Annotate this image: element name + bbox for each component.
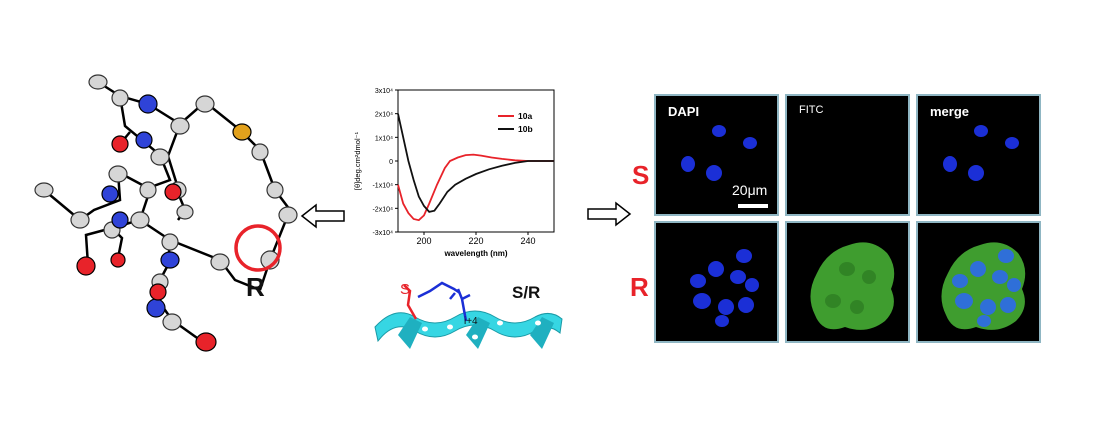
helix-cartoon bbox=[374, 281, 563, 349]
nitrogen-atoms bbox=[101, 94, 180, 318]
scale-bar-label: 20μm bbox=[732, 182, 768, 198]
panel-label-merge: merge bbox=[930, 104, 970, 119]
panel-s-merge: merge bbox=[916, 94, 1041, 216]
cd-plot-area: 3x10⁴ 2x10⁴ 1x10⁴ 0 -1x10⁴ -2x10⁴ -3x10⁴ 200 220… bbox=[353, 88, 555, 258]
row-label-s: S bbox=[632, 160, 650, 190]
stereocenter-highlight-circle bbox=[234, 224, 282, 272]
cd-legend-label: 10a bbox=[518, 111, 532, 121]
helix-i4-label: i+4 bbox=[464, 316, 478, 327]
row-label-r: R bbox=[630, 272, 649, 302]
cd-x-tick-label: 220 bbox=[468, 236, 483, 246]
panel-s-dapi: DAPI 20μm bbox=[654, 94, 779, 216]
cd-x-axis-label: wavelength (nm) bbox=[443, 249, 507, 258]
sulfur-atom bbox=[232, 123, 252, 141]
panel-s-fitc: FITC bbox=[785, 94, 910, 216]
cd-y-tick-label: -3x10⁴ bbox=[372, 230, 393, 237]
cd-y-tick-label: -2x10⁴ bbox=[372, 206, 393, 213]
cd-legend-label: 10b bbox=[518, 124, 533, 134]
crystal-config-label: R bbox=[246, 272, 265, 302]
crystal-structure bbox=[34, 74, 298, 352]
cd-y-tick-label: 3x10⁴ bbox=[375, 88, 393, 95]
cd-y-axis-label: [θ]deg.cm²dmol⁻¹ bbox=[353, 131, 362, 190]
oxygen-atoms bbox=[76, 135, 217, 352]
cd-series-line-10a bbox=[397, 153, 554, 222]
cd-y-tick-label: -1x10⁴ bbox=[372, 183, 393, 190]
panel-label-dapi: DAPI bbox=[668, 104, 700, 119]
right-arrow-icon bbox=[587, 201, 632, 227]
helix-sr-label: S/R bbox=[512, 283, 541, 302]
cd-chart: 3x10⁴ 2x10⁴ 1x10⁴ 0 -1x10⁴ -2x10⁴ -3x10⁴ 200 220… bbox=[353, 88, 555, 258]
cd-y-tick-label: 0 bbox=[389, 159, 393, 166]
carbon-atoms bbox=[34, 74, 298, 331]
cd-y-tick-label: 2x10⁴ bbox=[375, 112, 393, 119]
left-arrow-icon bbox=[300, 203, 345, 229]
helix-s-label: S bbox=[400, 281, 411, 298]
cd-x-tick-label: 200 bbox=[416, 236, 431, 246]
cd-series-line-10b bbox=[397, 113, 554, 213]
panel-label-fitc: FITC bbox=[799, 104, 824, 116]
panel-r-fitc bbox=[785, 221, 910, 343]
cd-y-tick-label: 1x10⁴ bbox=[375, 135, 393, 142]
panel-r-merge bbox=[916, 221, 1041, 343]
panel-r-dapi bbox=[654, 221, 779, 343]
cd-x-tick-label: 240 bbox=[520, 236, 535, 246]
scale-bar bbox=[738, 204, 768, 208]
